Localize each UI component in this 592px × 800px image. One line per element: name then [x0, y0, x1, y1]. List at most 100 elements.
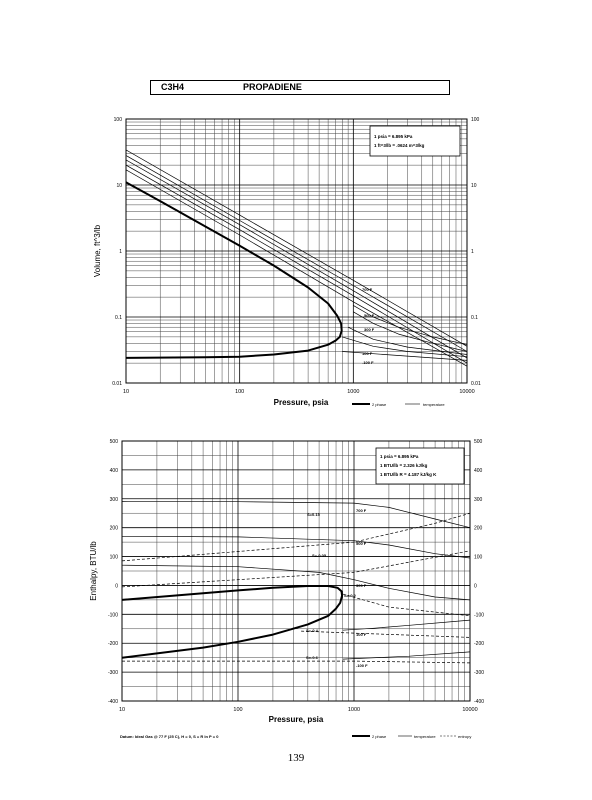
two-phase-curve	[121, 585, 344, 659]
enthalpy-chart: 10 100 1000 10000-400-300-200-1000100200300…	[89, 439, 484, 739]
y-tick-label: -400	[108, 699, 118, 705]
legend-two-phase-label: 2 phase	[372, 402, 387, 407]
isotherm-line	[342, 651, 471, 660]
y-tick-label-right: 300	[474, 497, 483, 503]
conversion-note: 1 BTU/lb = 2.326 kJ/kg	[380, 463, 428, 468]
legend-entropy-label: entropy	[458, 734, 471, 739]
isotherm-line	[125, 169, 468, 367]
y-axis-label: Volume, ft^3/lb	[93, 224, 102, 277]
entropy-line	[121, 512, 471, 562]
isotherm-label: -100 F	[356, 663, 368, 668]
y-tick-label: 400	[110, 468, 119, 474]
y-tick-label: 100	[110, 555, 119, 561]
page-number: 139	[287, 752, 305, 764]
entropy-label: S=-0.2	[344, 593, 357, 598]
y-tick-label-right: 10	[471, 183, 477, 189]
x-tick-label: 10000	[459, 389, 474, 395]
chemical-formula: C3H4	[161, 82, 185, 92]
conversion-note: 1 psia = 6.895 kPa	[380, 454, 419, 459]
y-tick-label: 200	[110, 526, 119, 532]
y-tick-label: -200	[108, 641, 118, 647]
x-axis-label: Pressure, psia	[269, 715, 324, 724]
y-tick-label: 10	[116, 183, 122, 189]
x-axis-label: Pressure, psia	[274, 398, 329, 407]
entropy-line	[122, 660, 471, 664]
entropy-label: S=-0.6	[306, 655, 319, 660]
isotherm-line	[121, 564, 471, 601]
isotherm-line	[121, 501, 471, 529]
y-tick-label-right: 1	[471, 249, 474, 255]
plot-frame	[125, 118, 468, 384]
x-tick-label: 10	[123, 389, 129, 395]
isotherm-line	[125, 155, 468, 352]
y-tick-label: 0.1	[115, 315, 122, 321]
chemical-name: PROPADIENE	[243, 82, 302, 92]
isotherm-line	[125, 159, 468, 359]
isotherm-label: 500 F	[356, 541, 367, 546]
isotherm-line	[125, 149, 468, 347]
isotherm-line	[121, 535, 471, 559]
isotherm-label: -100 F	[362, 360, 374, 365]
legend-temperature-label: temperature	[423, 402, 445, 407]
isotherm-line	[342, 351, 468, 361]
isotherm-label: 100 F	[362, 351, 373, 356]
y-axis-label: Enthalpy, BTU/lb	[89, 541, 98, 601]
isotherm-label: 500 F	[364, 313, 375, 318]
x-tick-label: 10	[119, 707, 125, 713]
y-tick-label: 100	[114, 117, 123, 123]
isotherm-line	[342, 336, 468, 358]
conversion-note: 1 BTU/lb R = 4.187 kJ/kg K	[380, 472, 437, 477]
isotherm-line	[353, 311, 468, 352]
y-tick-label-right: -300	[474, 670, 484, 676]
chart-title-box: C3H4 PROPADIENE	[150, 80, 450, 95]
y-tick-label: 0.01	[112, 381, 122, 387]
y-tick-label-right: -100	[474, 612, 484, 618]
legend-two-phase-label: 2 phase	[372, 734, 387, 739]
y-tick-label: -300	[108, 670, 118, 676]
isotherm-line	[125, 164, 468, 364]
entropy-label: S=-0.4	[306, 628, 319, 633]
y-tick-label-right: -200	[474, 641, 484, 647]
y-tick-label-right: 400	[474, 468, 483, 474]
y-tick-label: 0	[115, 583, 118, 589]
entropy-line	[121, 550, 471, 588]
volume-chart: 10 100 1000 10000 0.01 0.01 0.1 0.1 1 1 10 10 100 100…	[93, 117, 481, 407]
entropy-label: S=-0.05	[312, 553, 327, 558]
conversion-note: 1 ft^3/lb = .0624 m^3/kg	[374, 143, 425, 148]
y-tick-label-right: 100	[474, 555, 483, 561]
isotherm-line	[353, 305, 468, 346]
y-tick-label: 500	[110, 439, 119, 445]
y-tick-label-right: 0.01	[471, 381, 481, 387]
isotherm-label: 300 F	[356, 583, 367, 588]
isotherm-label: 700 F	[362, 287, 373, 292]
y-tick-label-right: 100	[471, 117, 480, 123]
y-tick-label-right: 0	[474, 583, 477, 589]
y-tick-label: 300	[110, 497, 119, 503]
isotherm-label: 300 F	[364, 327, 375, 332]
isotherm-line	[347, 326, 468, 355]
conversion-note: 1 psia = 6.895 kPa	[374, 134, 413, 139]
x-tick-label: 1000	[347, 389, 359, 395]
x-tick-label: 10000	[462, 707, 477, 713]
conversion-box	[369, 125, 461, 157]
y-tick-label-right: 0.1	[471, 315, 478, 321]
isotherm-label: 100 F	[356, 632, 367, 637]
legend-temperature-label: temperature	[414, 734, 436, 739]
y-tick-label-right: 500	[474, 439, 483, 445]
conversion-box	[375, 447, 465, 485]
entropy-line	[342, 593, 471, 617]
x-tick-label: 100	[235, 389, 244, 395]
entropy-line	[301, 630, 471, 638]
y-tick-label-right: 200	[474, 526, 483, 532]
y-tick-label: -100	[108, 612, 118, 618]
y-tick-label-right: -400	[474, 699, 484, 705]
datum-footnote: Datum: Ideal Gas @ 77 F (25 C), H = 0, S…	[120, 734, 219, 739]
entropy-label: S=0.15	[307, 512, 321, 517]
x-tick-label: 1000	[348, 707, 360, 713]
x-tick-label: 100	[233, 707, 242, 713]
plot-frame	[121, 440, 471, 702]
isotherm-line	[342, 619, 471, 631]
isotherm-label: 700 F	[356, 508, 367, 513]
two-phase-curve	[125, 181, 343, 359]
